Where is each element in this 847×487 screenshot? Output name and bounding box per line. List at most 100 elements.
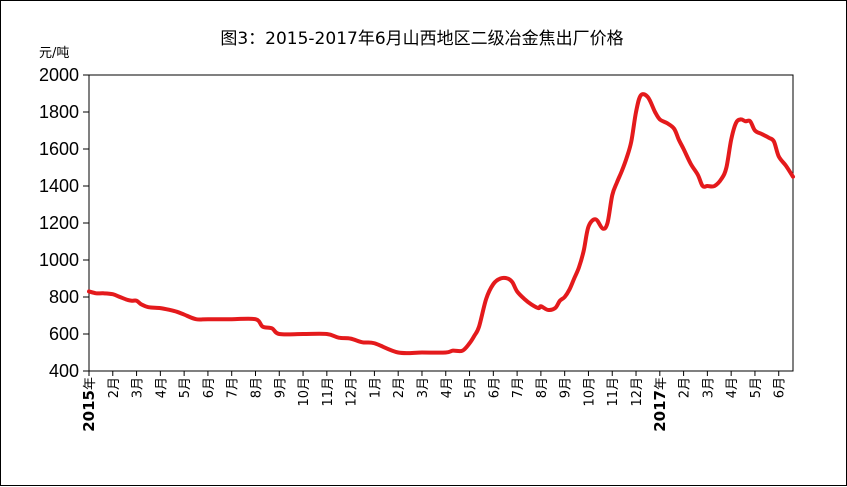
x-tick-label: 12月 [345, 377, 360, 407]
x-tick-month: 年 [654, 377, 669, 390]
svg-text:4月: 4月 [154, 377, 169, 398]
x-tick-label: 5月 [178, 377, 193, 398]
svg-text:9月: 9月 [559, 377, 574, 398]
svg-text:6月: 6月 [202, 377, 217, 398]
x-tick-month: 10月 [297, 377, 312, 407]
x-tick-label: 2017年 [651, 377, 669, 432]
x-tick-month: 8月 [249, 377, 264, 398]
x-tick-month: 3月 [131, 377, 146, 398]
y-tick-label: 800 [49, 287, 79, 307]
x-tick-year: 2015 [80, 390, 98, 432]
x-tick-month: 3月 [416, 377, 431, 398]
svg-text:4月: 4月 [725, 377, 740, 398]
y-axis-unit-label: 元/吨 [39, 46, 69, 61]
x-tick-month: 2月 [678, 377, 693, 398]
svg-text:3月: 3月 [416, 377, 431, 398]
x-tick-month: 7月 [511, 377, 526, 398]
x-tick-month: 11月 [606, 377, 621, 407]
y-tick-label: 600 [49, 324, 79, 344]
x-tick-label: 6月 [773, 377, 788, 398]
x-tick-label: 6月 [202, 377, 217, 398]
x-tick-month: 6月 [487, 377, 502, 398]
y-tick-label: 1800 [39, 102, 79, 122]
x-tick-label: 10月 [582, 377, 597, 407]
svg-text:3月: 3月 [701, 377, 716, 398]
plot-area [88, 74, 794, 372]
x-tick-month: 9月 [559, 377, 574, 398]
svg-text:8月: 8月 [249, 377, 264, 398]
svg-text:6月: 6月 [773, 377, 788, 398]
x-tick-month: 5月 [464, 377, 479, 398]
y-tick-label: 1400 [39, 176, 79, 196]
price-series-line [87, 92, 795, 356]
x-tick-label: 12月 [630, 377, 645, 407]
x-axis: 2015年 2月 3月 4月 5月 6月 7月 8月 9月 10月 11月 12月 1月 2月 3月 4月 5月… [80, 371, 788, 432]
y-tick-label: 1000 [39, 250, 79, 270]
x-tick-label: 5月 [464, 377, 479, 398]
svg-text:5月: 5月 [178, 377, 193, 398]
x-tick-month: 11月 [321, 377, 336, 407]
y-axis: 400 600 800 1000 1200 1400 1600 1800 2000 [39, 65, 89, 381]
x-tick-label: 3月 [701, 377, 716, 398]
x-tick-label: 3月 [131, 377, 146, 398]
x-tick-month: 2月 [107, 377, 122, 398]
svg-text:12月: 12月 [345, 377, 360, 407]
x-tick-label: 5月 [749, 377, 764, 398]
svg-text:4月: 4月 [440, 377, 455, 398]
x-tick-month: 4月 [725, 377, 740, 398]
x-tick-label: 2月 [678, 377, 693, 398]
x-tick-month: 10月 [582, 377, 597, 407]
svg-text:10月: 10月 [582, 377, 597, 407]
series-layer [87, 92, 795, 356]
svg-text:5月: 5月 [464, 377, 479, 398]
svg-text:7月: 7月 [511, 377, 526, 398]
svg-text:2017年: 2017年 [651, 377, 669, 432]
x-tick-label: 6月 [487, 377, 502, 398]
x-tick-label: 7月 [226, 377, 241, 398]
x-tick-label: 4月 [154, 377, 169, 398]
x-tick-month: 6月 [202, 377, 217, 398]
x-tick-label: 4月 [725, 377, 740, 398]
x-tick-month: 年 [83, 377, 98, 390]
svg-text:2015年: 2015年 [80, 377, 98, 432]
svg-text:2月: 2月 [678, 377, 693, 398]
x-tick-label: 9月 [273, 377, 288, 398]
x-tick-month: 12月 [630, 377, 645, 407]
y-tick-label: 400 [49, 361, 79, 381]
x-tick-month: 5月 [178, 377, 193, 398]
x-tick-month: 2月 [392, 377, 407, 398]
x-tick-label: 3月 [416, 377, 431, 398]
x-tick-month: 4月 [440, 377, 455, 398]
svg-text:7月: 7月 [226, 377, 241, 398]
x-tick-year: 2017 [651, 390, 669, 432]
svg-text:5月: 5月 [749, 377, 764, 398]
x-tick-month: 5月 [749, 377, 764, 398]
svg-text:10月: 10月 [297, 377, 312, 407]
svg-text:8月: 8月 [535, 377, 550, 398]
y-tick-label: 2000 [39, 65, 79, 85]
x-tick-label: 8月 [249, 377, 264, 398]
x-tick-month: 3月 [701, 377, 716, 398]
svg-text:6月: 6月 [487, 377, 502, 398]
svg-text:11月: 11月 [606, 377, 621, 407]
x-tick-label: 2015年 [80, 377, 98, 432]
x-tick-label: 1月 [368, 377, 383, 398]
x-tick-label: 2月 [392, 377, 407, 398]
x-tick-month: 8月 [535, 377, 550, 398]
y-tick-label: 1200 [39, 213, 79, 233]
x-tick-label: 2月 [107, 377, 122, 398]
x-tick-month: 12月 [345, 377, 360, 407]
svg-text:9月: 9月 [273, 377, 288, 398]
svg-text:12月: 12月 [630, 377, 645, 407]
svg-text:2月: 2月 [392, 377, 407, 398]
svg-text:3月: 3月 [131, 377, 146, 398]
x-tick-month: 9月 [273, 377, 288, 398]
x-tick-label: 11月 [321, 377, 336, 407]
chart-title: 图3：2015-2017年6月山西地区二级冶金焦出厂价格 [220, 29, 623, 49]
svg-text:1月: 1月 [368, 377, 383, 398]
y-tick-label: 1600 [39, 139, 79, 159]
svg-text:2月: 2月 [107, 377, 122, 398]
x-tick-month: 6月 [773, 377, 788, 398]
